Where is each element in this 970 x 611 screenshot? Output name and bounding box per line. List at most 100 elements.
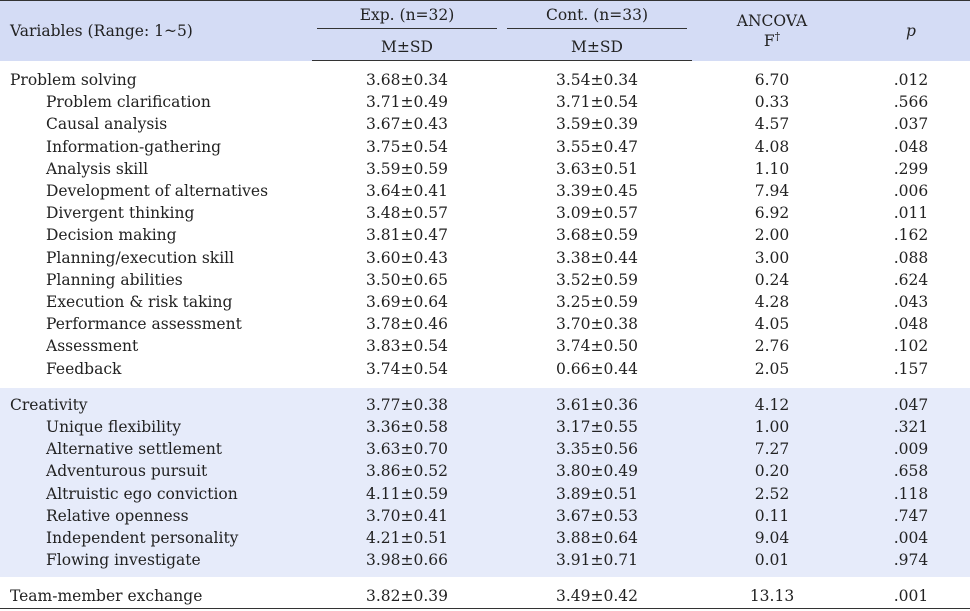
p-value: .157 bbox=[893, 359, 929, 378]
f-value: 7.27 bbox=[692, 438, 852, 461]
cont-msd-value: 3.38±0.44 bbox=[555, 248, 638, 267]
cont-msd-value: 3.74±0.50 bbox=[555, 337, 638, 356]
cont-msd-value: 3.49±0.42 bbox=[502, 585, 692, 609]
cont-group-header: Cont. (n=33) bbox=[507, 6, 687, 29]
variable-name: Development of alternatives bbox=[46, 182, 269, 201]
table-row: Causal analysis 3.67±0.43 3.59±0.39 4.57 .03… bbox=[0, 113, 970, 135]
p-value: .747 bbox=[852, 504, 970, 528]
variable-name: Feedback bbox=[46, 359, 122, 378]
cont-msd-value: 3.89±0.51 bbox=[502, 482, 692, 505]
f-value: 6.70 bbox=[754, 71, 790, 89]
f-value: 13.13 bbox=[692, 585, 852, 609]
exp-msd-value: 3.74±0.54 bbox=[365, 359, 448, 378]
cont-msd-value: 3.39±0.45 bbox=[555, 182, 638, 201]
p-value: .974 bbox=[852, 549, 970, 572]
exp-msd-value: 3.98±0.66 bbox=[312, 549, 502, 572]
table-row: Planning/execution skill 3.60±0.43 3.38±0.… bbox=[0, 247, 970, 269]
table-row: Planning abilities 3.50±0.65 3.52±0.59 0.24… bbox=[0, 269, 970, 291]
f-value: 3.00 bbox=[754, 248, 790, 267]
table-row: Alternative settlement 3.63±0.70 3.35±0.56… bbox=[0, 438, 970, 461]
variable-name: Adventurous pursuit bbox=[0, 460, 312, 483]
variable-name: Decision making bbox=[46, 226, 177, 245]
ancova-label: ANCOVA bbox=[736, 11, 808, 30]
table-row: Team-member exchange 3.82±0.39 3.49±0.42 13… bbox=[0, 585, 970, 609]
variable-name: Divergent thinking bbox=[46, 204, 195, 223]
variable-name: Relative openness bbox=[0, 504, 312, 528]
cont-msd-value: 3.70±0.38 bbox=[555, 315, 638, 334]
table-row: Execution & risk taking 3.69±0.64 3.25±0.5… bbox=[0, 291, 970, 313]
exp-msd-value: 3.86±0.52 bbox=[312, 460, 502, 483]
f-value: 0.11 bbox=[692, 504, 852, 528]
p-value: .102 bbox=[893, 337, 929, 356]
p-value: .012 bbox=[893, 71, 929, 89]
exp-msd-value: 3.71±0.49 bbox=[365, 93, 448, 112]
table-row: Independent personality 4.21±0.51 3.88±0.6… bbox=[0, 527, 970, 550]
p-value: .299 bbox=[893, 159, 929, 178]
cont-msd-value: 3.55±0.47 bbox=[555, 137, 638, 156]
p-value: .658 bbox=[852, 460, 970, 483]
table-row: Relative openness 3.70±0.41 3.67±0.53 0.11.… bbox=[0, 504, 970, 528]
p-value: .037 bbox=[893, 115, 929, 134]
f-value: 2.76 bbox=[754, 337, 790, 356]
cont-msd-value: 3.61±0.36 bbox=[502, 393, 692, 417]
table-row: Adventurous pursuit 3.86±0.52 3.80±0.49 0.2… bbox=[0, 460, 970, 483]
variable-name: Problem clarification bbox=[46, 93, 211, 112]
p-value: .011 bbox=[893, 204, 929, 223]
exp-msd-value: 3.81±0.47 bbox=[365, 226, 448, 245]
p-value: .001 bbox=[852, 585, 970, 609]
p-value: .006 bbox=[893, 182, 929, 201]
exp-msd-value: 3.50±0.65 bbox=[365, 270, 448, 289]
p-value: .048 bbox=[893, 315, 929, 334]
table-row: Altruistic ego conviction 4.11±0.59 3.89±0… bbox=[0, 482, 970, 505]
variable-name: Planning abilities bbox=[46, 270, 183, 289]
cont-msd-value: 3.80±0.49 bbox=[502, 460, 692, 483]
variables-header: Variables (Range: 1~5) bbox=[0, 0, 312, 61]
f-value: 1.00 bbox=[692, 416, 852, 439]
cont-msd-value: 3.59±0.39 bbox=[555, 115, 638, 134]
cont-msd-value: 3.52±0.59 bbox=[555, 270, 638, 289]
p-header: p bbox=[852, 0, 970, 61]
p-value: .162 bbox=[893, 226, 929, 245]
exp-msd-value: 3.36±0.58 bbox=[312, 416, 502, 439]
table-row: Assessment 3.83±0.54 3.74±0.50 2.76 .102 bbox=[0, 335, 970, 357]
table-row: Flowing investigate 3.98±0.66 3.91±0.71 0.0… bbox=[0, 549, 970, 572]
ancova-header: ANCOVA F† bbox=[692, 0, 852, 61]
f-value: 1.10 bbox=[754, 159, 790, 178]
table-row: Divergent thinking 3.48±0.57 3.09±0.57 6.92… bbox=[0, 202, 970, 224]
variable-name: Independent personality bbox=[0, 527, 312, 550]
exp-msd-value: 3.77±0.38 bbox=[312, 393, 502, 417]
table-row: Problem clarification 3.71±0.49 3.71±0.54 0… bbox=[0, 91, 970, 113]
f-value: 0.24 bbox=[754, 270, 790, 289]
variable-name: Flowing investigate bbox=[0, 549, 312, 572]
cont-msd-value: 3.54±0.34 bbox=[555, 71, 638, 89]
variable-name: Assessment bbox=[46, 337, 139, 356]
f-value: 7.94 bbox=[754, 182, 790, 201]
variable-name: Performance assessment bbox=[46, 315, 242, 334]
variable-name: Planning/execution skill bbox=[46, 248, 235, 267]
cont-msd-value: 3.68±0.59 bbox=[555, 226, 638, 245]
exp-msd-value: 3.83±0.54 bbox=[365, 337, 448, 356]
table-row: Performance assessment 3.78±0.46 3.70±0.38… bbox=[0, 313, 970, 335]
variable-name: Unique flexibility bbox=[0, 416, 312, 439]
cont-msd-value: 3.63±0.51 bbox=[555, 159, 638, 178]
f-value: 0.01 bbox=[692, 549, 852, 572]
dagger-mark: † bbox=[774, 29, 781, 43]
variable-name: Execution & risk taking bbox=[46, 293, 233, 312]
f-value: 0.20 bbox=[692, 460, 852, 483]
f-value: 9.04 bbox=[692, 527, 852, 550]
f-value: 2.52 bbox=[692, 482, 852, 505]
f-value: 2.00 bbox=[754, 226, 790, 245]
p-value: .004 bbox=[852, 527, 970, 550]
variable-name: Altruistic ego conviction bbox=[0, 482, 312, 505]
table-row: Analysis skill 3.59±0.59 3.63±0.51 1.10 .299 bbox=[0, 158, 970, 180]
variable-name: Information-gathering bbox=[46, 137, 222, 156]
f-value: 4.12 bbox=[692, 393, 852, 417]
exp-msd-value: 3.60±0.43 bbox=[365, 248, 448, 267]
table-row: Feedback 3.74±0.54 0.66±0.44 2.05 .157 bbox=[0, 358, 970, 380]
exp-msd-value: 3.78±0.46 bbox=[365, 315, 448, 334]
problem-solving-section: Problem solving 3.68±0.34 3.54±0.34 6.70 .01… bbox=[0, 61, 970, 388]
cont-msd-value: 0.66±0.44 bbox=[555, 359, 638, 378]
exp-msd-value: 3.67±0.43 bbox=[365, 115, 448, 134]
table-row: Information-gathering 3.75±0.54 3.55±0.47 4… bbox=[0, 136, 970, 158]
table-row: Unique flexibility 3.36±0.58 3.17±0.55 1.00… bbox=[0, 416, 970, 439]
